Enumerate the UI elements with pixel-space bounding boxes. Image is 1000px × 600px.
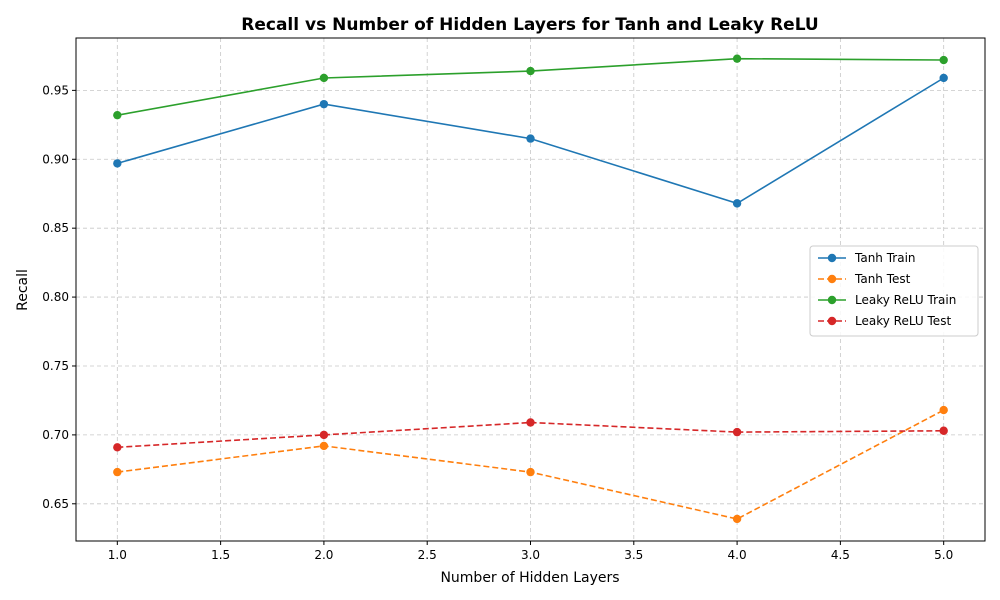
legend-marker [827,316,837,326]
legend-label: Leaky ReLU Test [855,314,951,328]
series-line-leaky-relu-test [117,421,944,449]
data-point-tanh-test [113,467,122,477]
y-tick-label: 0.70 [42,428,69,442]
y-axis-label: Recall [15,269,31,311]
x-axis-label: Number of Hidden Layers [440,570,619,586]
y-tick-label: 0.65 [42,497,69,511]
legend-label: Tanh Train [854,251,916,265]
y-tick-label: 0.95 [42,83,69,97]
legend-box [809,245,979,337]
legend: Tanh Train Tanh Test Leaky ReLU Train Leaky… [809,245,979,337]
x-tick-label: 2.5 [418,548,437,562]
legend-label: Leaky ReLU Train [855,293,956,307]
x-tick-label: 2.0 [314,548,333,562]
data-point-leaky-relu-train [319,73,329,83]
data-point-tanh-train [319,99,329,109]
data-point-tanh-test [319,441,329,451]
data-point-leaky-relu-test [113,443,122,452]
data-point-leaky-relu-test [526,418,535,427]
legend-marker [827,253,837,263]
legend-label: Tanh Test [854,272,911,286]
data-point-tanh-train [526,134,535,143]
data-point-tanh-test [732,514,742,524]
data-point-leaky-relu-train [939,55,948,65]
x-tick-label: 1.0 [108,548,127,562]
x-tick-label: 3.5 [624,548,643,562]
data-point-tanh-train [732,199,742,208]
y-tick-label: 0.85 [42,221,69,235]
data-point-tanh-test [939,405,948,415]
data-point-tanh-test [526,467,535,477]
data-point-leaky-relu-test [939,426,948,435]
series-layer [113,54,948,524]
y-axis: 0.65 0.70 0.75 0.80 0.85 0.90 0.95 [42,83,76,511]
chart-title: Recall vs Number of Hidden Layers for Ta… [241,15,819,35]
legend-marker [827,295,837,305]
y-tick-label: 0.90 [42,152,69,166]
data-point-leaky-relu-train [113,110,122,120]
y-tick-label: 0.80 [42,290,69,304]
data-point-tanh-train [939,73,948,83]
data-point-leaky-relu-test [732,427,742,437]
x-tick-label: 4.0 [728,548,747,562]
data-point-leaky-relu-test [319,430,329,440]
x-tick-label: 1.5 [211,548,230,562]
data-point-leaky-relu-train [732,54,742,63]
x-tick-label: 3.0 [521,548,540,562]
data-point-tanh-train [113,159,122,168]
y-tick-label: 0.75 [42,359,69,373]
x-tick-label: 4.5 [831,548,850,562]
x-axis: 1.0 1.5 2.0 2.5 3.0 3.5 4.0 4.5 5.0 [108,541,953,562]
x-tick-label: 5.0 [934,548,953,562]
data-point-leaky-relu-train [526,66,535,76]
legend-marker [827,274,837,284]
